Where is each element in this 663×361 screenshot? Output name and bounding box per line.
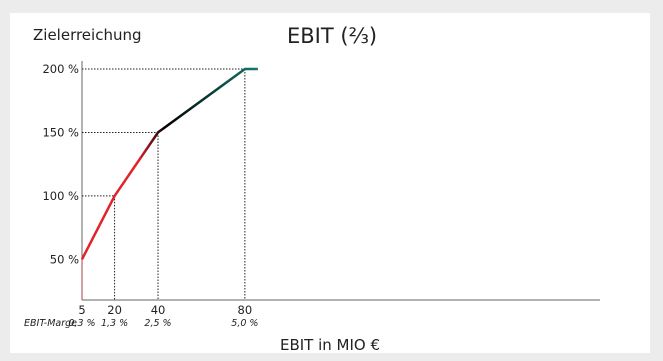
chart: Zielerreichung EBIT (⅔) EBIT in MIO € EB… [24,24,600,353]
x-tick-sublabel: 2,5 % [144,318,171,329]
y-tick-label: 100 % [42,189,79,203]
chart-panel: Zielerreichung EBIT (⅔) EBIT in MIO € EB… [10,13,650,353]
x-tick-label: 20 [107,303,122,317]
y-tick-label: 200 % [42,62,79,76]
x-tick-sublabel: 5,0 % [231,318,258,329]
series-line [80,67,258,260]
chart-title: EBIT (⅔) [287,24,377,48]
x-tick-label: 40 [151,303,166,317]
y-axis-label: Zielerreichung [33,26,142,44]
x-tick-sublabel: 0,3 % [68,318,95,329]
x-tick-label: 5 [78,303,85,317]
x-axis-label: EBIT in MIO € [280,336,380,353]
y-tick-label: 150 % [42,125,79,139]
x-tick-sublabel: 1,3 % [101,318,128,329]
x-tick-label: 80 [238,303,253,317]
y-tick-label: 50 % [50,252,79,266]
plot-area: 50 % 100 % 150 % 200 % 50,3 % 201,3 % 402,5 % 8… [42,61,600,329]
x-subcaption: EBIT-Marge [24,318,77,329]
